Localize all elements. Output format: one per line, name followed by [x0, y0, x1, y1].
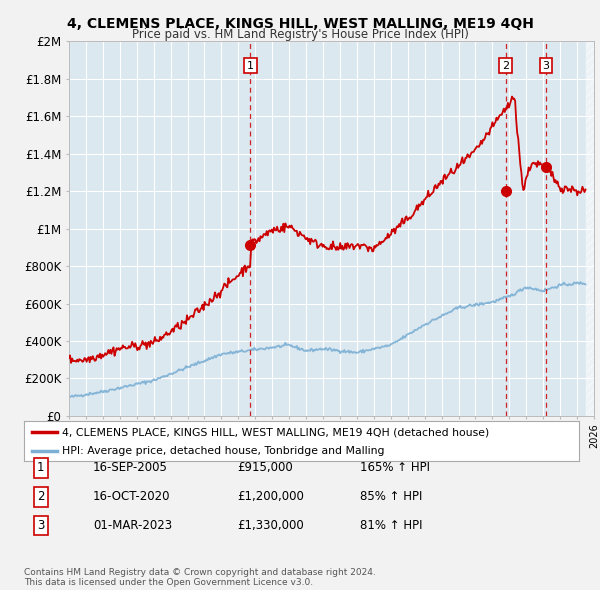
Text: £915,000: £915,000: [237, 461, 293, 474]
Text: HPI: Average price, detached house, Tonbridge and Malling: HPI: Average price, detached house, Tonb…: [62, 445, 384, 455]
Text: 2: 2: [37, 490, 44, 503]
Text: 3: 3: [542, 61, 550, 71]
Text: Price paid vs. HM Land Registry's House Price Index (HPI): Price paid vs. HM Land Registry's House …: [131, 28, 469, 41]
Text: Contains HM Land Registry data © Crown copyright and database right 2024.
This d: Contains HM Land Registry data © Crown c…: [24, 568, 376, 587]
Text: 3: 3: [37, 519, 44, 532]
Text: £1,330,000: £1,330,000: [237, 519, 304, 532]
Text: 1: 1: [37, 461, 44, 474]
Text: 165% ↑ HPI: 165% ↑ HPI: [360, 461, 430, 474]
Text: 81% ↑ HPI: 81% ↑ HPI: [360, 519, 422, 532]
Text: 85% ↑ HPI: 85% ↑ HPI: [360, 490, 422, 503]
Text: 16-SEP-2005: 16-SEP-2005: [93, 461, 168, 474]
Text: 01-MAR-2023: 01-MAR-2023: [93, 519, 172, 532]
Text: 16-OCT-2020: 16-OCT-2020: [93, 490, 170, 503]
Bar: [586, 41, 594, 416]
Text: 1: 1: [247, 61, 254, 71]
Text: 4, CLEMENS PLACE, KINGS HILL, WEST MALLING, ME19 4QH: 4, CLEMENS PLACE, KINGS HILL, WEST MALLI…: [67, 17, 533, 31]
Text: 4, CLEMENS PLACE, KINGS HILL, WEST MALLING, ME19 4QH (detached house): 4, CLEMENS PLACE, KINGS HILL, WEST MALLI…: [62, 427, 489, 437]
Text: £1,200,000: £1,200,000: [237, 490, 304, 503]
Text: 2: 2: [502, 61, 509, 71]
